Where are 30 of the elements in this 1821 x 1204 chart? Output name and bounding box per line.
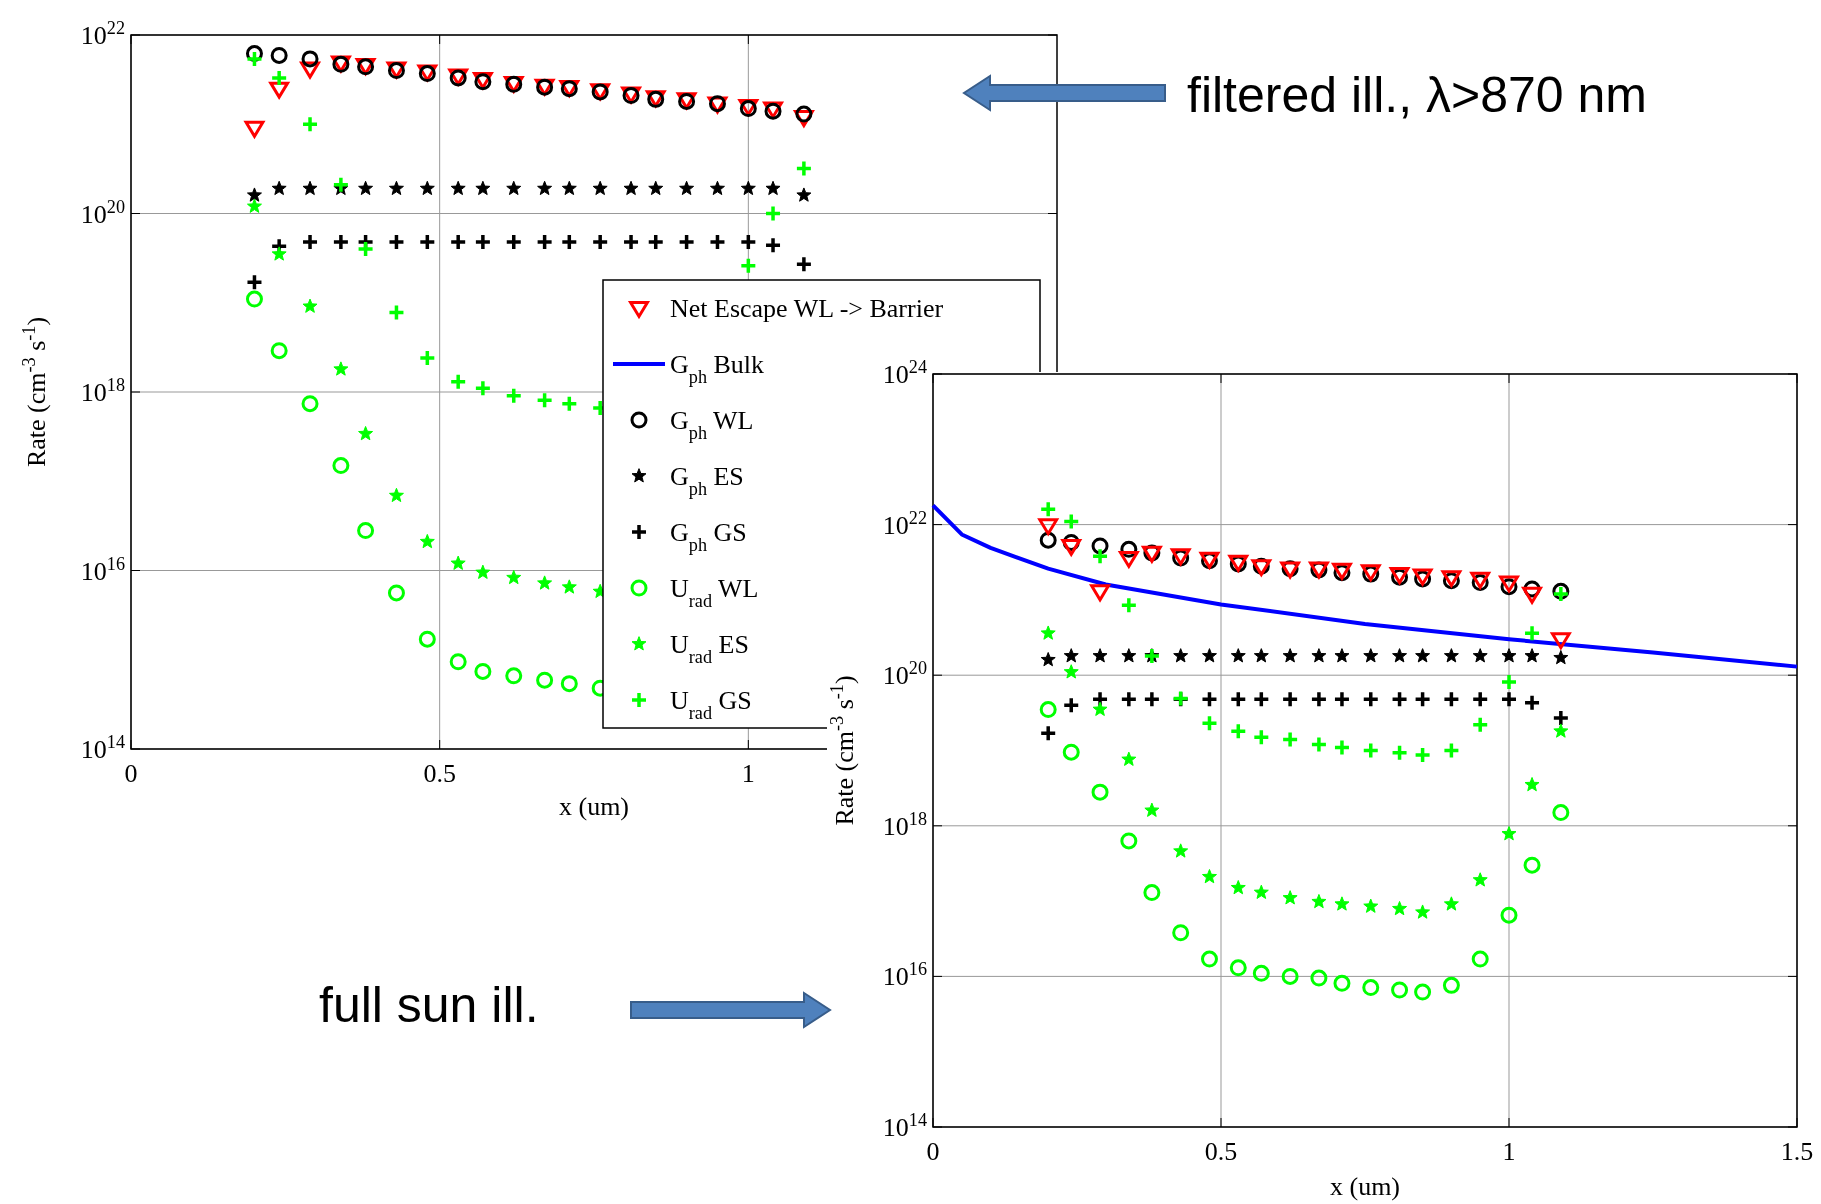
y-tick-label: 10$^{16}$ [80,553,125,586]
x-tick-label: 1 [741,759,755,788]
y-tick-label: 10$^{16}$ [882,959,927,992]
y-tick-label: 10$^{22}$ [80,18,125,50]
text: full sun ill. [319,977,539,1033]
y-tick-label: 10$^{18}$ [80,375,125,407]
legend-label: Net Escape WL -> Barrier [670,294,944,323]
legend-label: G$_{ph}$ ES [670,462,744,499]
x-tick-label: 1.5 [1780,1137,1814,1166]
legend-label: U$_{rad}$ GS [670,686,752,723]
y-tick-label: 10$^{14}$ [882,1110,927,1142]
legend-label: G$_{ph}$ WL [670,406,754,443]
x-axis-title: x (um) [558,792,630,821]
y-tick-label: 10$^{20}$ [882,658,927,691]
y-tick-label: 10$^{18}$ [882,808,927,841]
x-tick-label: 0.5 [423,759,456,788]
y-tick-label: 10$^{20}$ [80,196,125,229]
x-tick-label: 0 [926,1137,940,1166]
y-tick-label: 10$^{22}$ [882,507,927,540]
x-axis-title: x (um) [1329,1172,1401,1201]
x-tick-label: 0 [124,759,138,788]
x-tick-label: 0.5 [1204,1137,1238,1166]
legend-label: G$_{ph}$ GS [670,518,747,555]
y-tick-label: 10$^{14}$ [80,732,125,764]
x-tick-label: 1 [1502,1137,1516,1166]
legend-label: U$_{rad}$ ES [670,630,749,667]
text: filtered ill., λ>870 nm [1187,67,1647,123]
legend-label: U$_{rad}$ WL [670,574,759,611]
legend-label: G$_{ph}$ Bulk [670,350,765,387]
y-tick-label: 10$^{24}$ [882,357,927,389]
